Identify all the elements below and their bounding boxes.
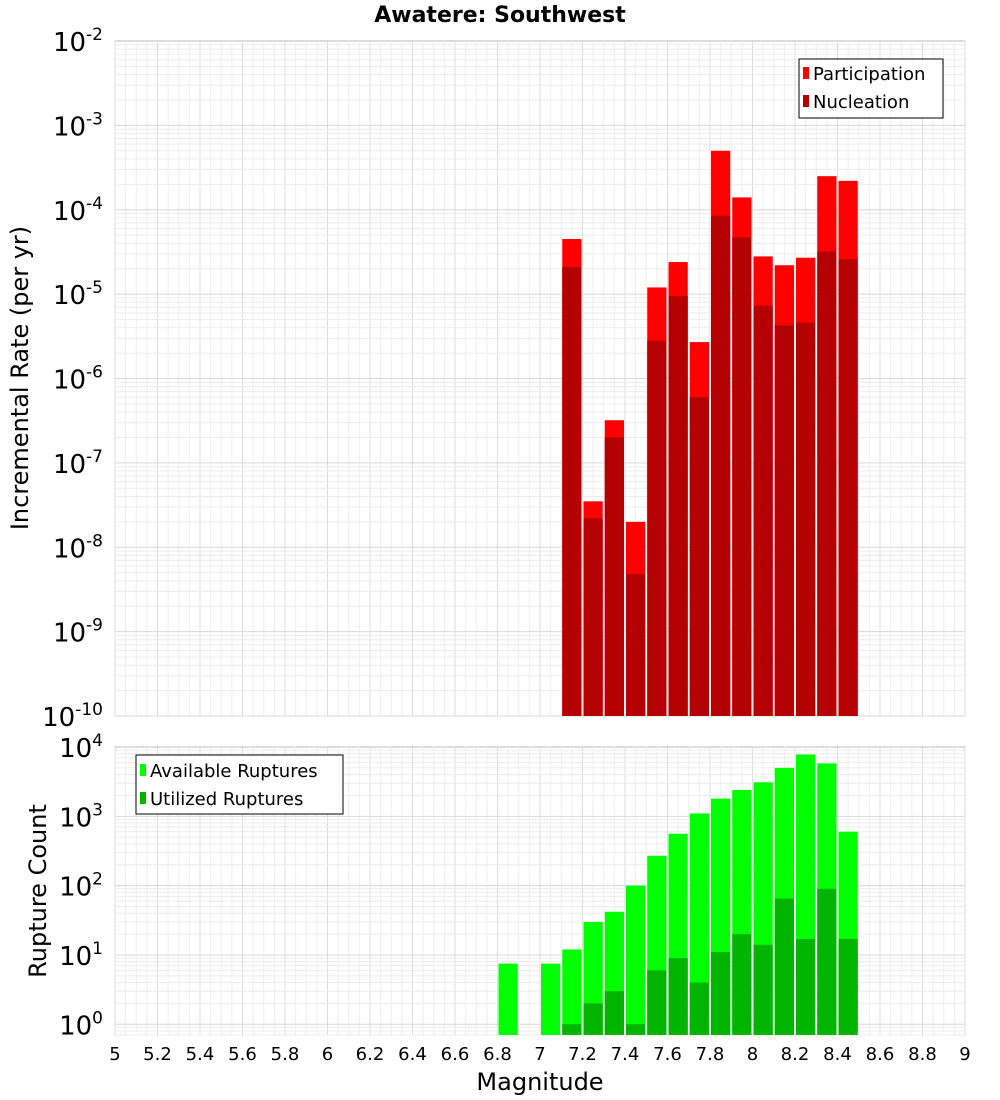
- x-tick-label: 5.2: [143, 1044, 172, 1065]
- y-tick-label: 10-6: [53, 363, 103, 396]
- x-tick-label: 7.4: [611, 1044, 640, 1065]
- y-tick-label: 102: [59, 870, 103, 903]
- top-nucleation-bar: [753, 305, 773, 716]
- y-tick-label: 10-7: [53, 447, 103, 480]
- bottom-available-ruptures-bar: [689, 813, 709, 1035]
- top-y-axis-label: Incremental Rate (per yr): [6, 226, 34, 530]
- legend-participation-label: Participation: [813, 64, 925, 85]
- legend-participation-swatch: [803, 67, 809, 79]
- bottom-panel: 100 101 102 103 104 5 5.2 5.4 5.6 5.8 6 6.2 6.4 6.6 6…: [24, 731, 971, 1096]
- chart-title: Awatere: Southwest: [374, 3, 626, 28]
- bottom-utilized-ruptures-bar: [732, 934, 752, 1035]
- y-tick-label: 10-4: [53, 194, 103, 227]
- x-axis-label: Magnitude: [476, 1068, 603, 1096]
- y-tick-label: 10-5: [53, 278, 103, 311]
- bottom-legend: Available Ruptures Utilized Ruptures: [135, 754, 344, 815]
- top-nucleation-bar: [583, 518, 603, 716]
- x-tick-label: 8.8: [908, 1044, 937, 1065]
- x-tick-label: 7.6: [653, 1044, 682, 1065]
- top-nucleation-bar: [732, 237, 752, 716]
- x-tick-label: 8.6: [866, 1044, 895, 1065]
- bottom-utilized-ruptures-bar: [689, 982, 709, 1035]
- bottom-utilized-ruptures-bar: [711, 952, 731, 1035]
- top-nucleation-bar: [668, 296, 688, 716]
- x-tick-labels: 5 5.2 5.4 5.6 5.8 6 6.2 6.4 6.6 6.8 7 7.2 7.4 7.6 7.8 8…: [109, 1044, 970, 1065]
- bottom-utilized-ruptures-bar: [838, 938, 858, 1035]
- x-tick-label: 5.8: [271, 1044, 300, 1065]
- top-grid: [114, 41, 966, 717]
- top-bars: [562, 150, 858, 717]
- x-tick-label: 6.8: [483, 1044, 512, 1065]
- x-tick-label: 7.2: [568, 1044, 597, 1065]
- x-tick-label: 5: [109, 1044, 120, 1065]
- x-tick-label: 7.8: [696, 1044, 725, 1065]
- y-tick-label: 10-8: [53, 531, 103, 564]
- bottom-bars: [498, 754, 858, 1035]
- bottom-available-ruptures-bar: [562, 949, 582, 1035]
- top-nucleation-bar: [796, 322, 816, 716]
- y-tick-label: 10-9: [53, 616, 103, 649]
- legend-available-label: Available Ruptures: [150, 761, 318, 782]
- legend-nucleation-swatch: [803, 95, 809, 107]
- bottom-y-axis-label: Rupture Count: [24, 804, 52, 978]
- top-nucleation-bar: [604, 437, 624, 716]
- bottom-available-ruptures-bar: [541, 963, 561, 1035]
- y-tick-label: 103: [59, 800, 103, 833]
- x-tick-label: 5.6: [228, 1044, 257, 1065]
- x-tick-label: 5.4: [186, 1044, 215, 1065]
- bottom-utilized-ruptures-bar: [562, 1024, 582, 1035]
- top-nucleation-bar: [562, 266, 582, 716]
- x-tick-label: 8.4: [823, 1044, 852, 1065]
- x-tick-label: 6.6: [441, 1044, 470, 1065]
- top-nucleation-bar: [817, 251, 837, 716]
- top-nucleation-bar: [647, 340, 667, 716]
- bottom-utilized-ruptures-bar: [817, 888, 837, 1035]
- x-tick-label: 9: [959, 1044, 970, 1065]
- y-tick-label: 10-10: [42, 700, 103, 733]
- bottom-utilized-ruptures-bar: [668, 958, 688, 1035]
- bottom-utilized-ruptures-bar: [796, 938, 816, 1035]
- bottom-utilized-ruptures-bar: [604, 991, 624, 1035]
- bottom-utilized-ruptures-bar: [647, 970, 667, 1035]
- bottom-utilized-ruptures-bar: [626, 1024, 646, 1035]
- top-legend-box: [798, 58, 944, 119]
- top-nucleation-bar: [689, 397, 709, 716]
- x-tick-label: 8: [747, 1044, 758, 1065]
- bottom-y-tick-labels: 100 101 102 103 104: [59, 731, 103, 1041]
- x-tick-label: 7: [534, 1044, 545, 1065]
- y-tick-label: 100: [59, 1008, 103, 1041]
- x-tick-label: 6.4: [398, 1044, 427, 1065]
- bottom-utilized-ruptures-bar: [774, 898, 794, 1035]
- legend-utilized-label: Utilized Ruptures: [150, 789, 303, 810]
- bottom-utilized-ruptures-bar: [583, 1003, 603, 1035]
- legend-available-swatch: [140, 764, 146, 776]
- y-tick-label: 101: [59, 939, 103, 972]
- x-tick-label: 6.2: [356, 1044, 385, 1065]
- bottom-available-ruptures-bar: [498, 963, 518, 1035]
- bottom-utilized-ruptures-bar: [753, 944, 773, 1035]
- top-legend: Participation Nucleation: [798, 58, 944, 119]
- y-tick-label: 104: [59, 731, 103, 764]
- bottom-legend-box: [135, 754, 344, 815]
- top-nucleation-bar: [626, 574, 646, 716]
- top-nucleation-bar: [774, 325, 794, 716]
- bottom-available-ruptures-bar: [626, 885, 646, 1035]
- top-y-tick-labels: 10-10 10-9 10-8 10-7 10-6 10-5 10-4 10-3 10-2: [42, 25, 103, 733]
- top-nucleation-bar: [711, 215, 731, 717]
- x-tick-label: 6: [322, 1044, 333, 1065]
- y-tick-label: 10-3: [53, 109, 103, 142]
- top-nucleation-bar: [838, 259, 858, 716]
- legend-utilized-swatch: [140, 792, 146, 804]
- x-tick-label: 8.2: [781, 1044, 810, 1065]
- top-panel: 10-10 10-9 10-8 10-7 10-6 10-5 10-4 10-3 10-2 In…: [6, 25, 966, 733]
- legend-nucleation-label: Nucleation: [813, 92, 909, 113]
- y-tick-label: 10-2: [53, 25, 103, 58]
